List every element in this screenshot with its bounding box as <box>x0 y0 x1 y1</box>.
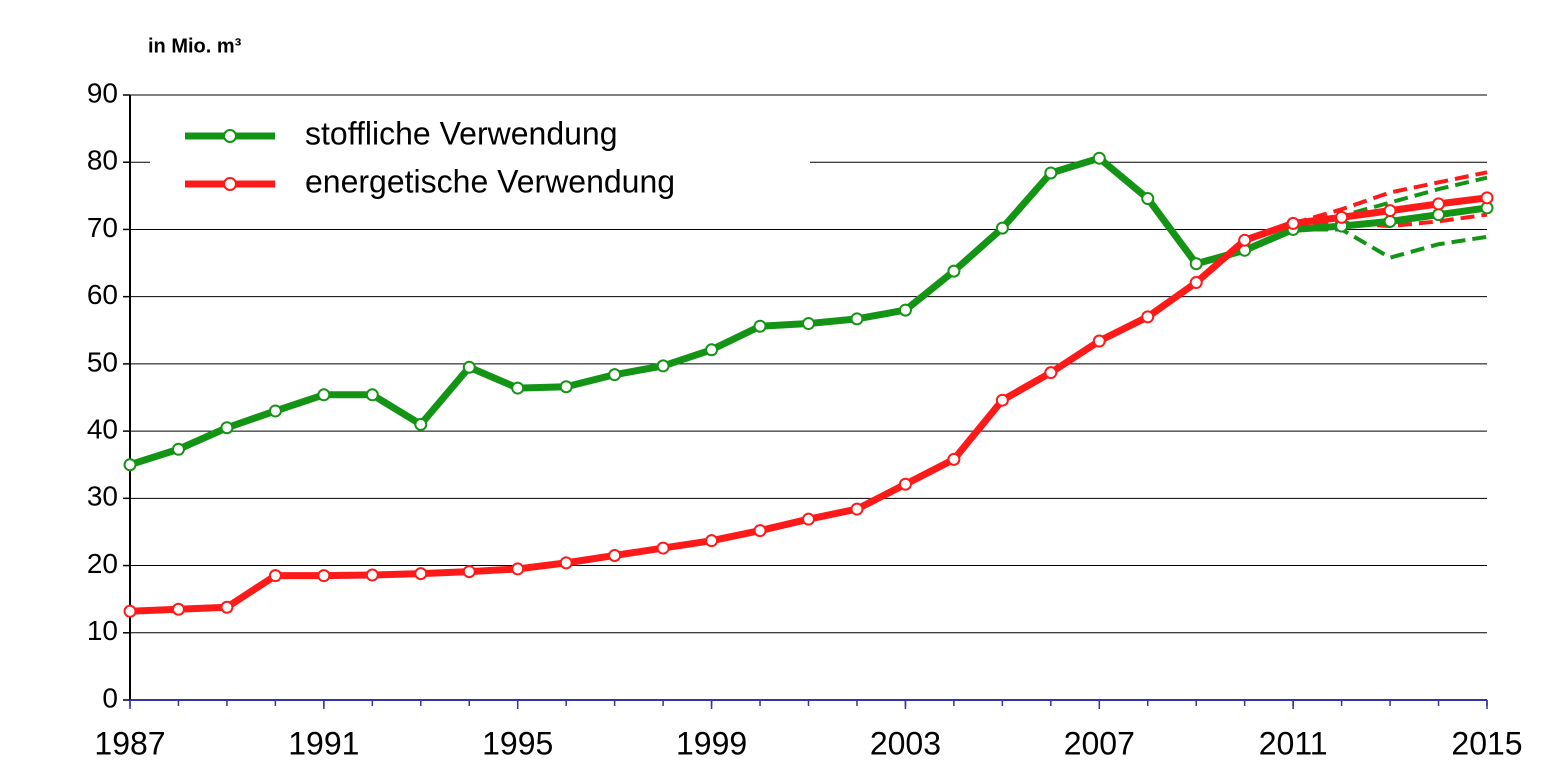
x-tick-label: 2011 <box>1259 725 1328 761</box>
series-line <box>129 194 1488 615</box>
marker <box>1286 216 1300 230</box>
x-tick-label: 2003 <box>870 725 941 761</box>
y-tick-label: 10 <box>87 615 118 646</box>
marker <box>1432 197 1446 211</box>
legend-box <box>150 112 810 212</box>
y-tick-label: 60 <box>87 279 118 310</box>
x-tick-label: 2007 <box>1064 725 1135 761</box>
scenario-line <box>1292 170 1488 226</box>
marker <box>1189 257 1203 271</box>
marker <box>220 421 234 435</box>
marker <box>753 524 767 538</box>
marker <box>802 512 815 526</box>
marker <box>268 569 282 583</box>
legend-marker <box>223 177 237 191</box>
x-tick-label: 2015 <box>1451 725 1522 761</box>
x-tick-label: 1987 <box>94 725 165 761</box>
x-tick-label: 1999 <box>676 725 747 761</box>
marker <box>656 359 670 373</box>
marker <box>656 541 670 555</box>
marker <box>608 548 622 562</box>
marker <box>1383 214 1397 228</box>
marker <box>1432 208 1446 222</box>
marker <box>414 417 428 431</box>
marker <box>1189 276 1203 290</box>
scenario-line <box>1293 227 1488 260</box>
marker <box>1044 366 1058 380</box>
y-axis-label: in Mio. m³ <box>148 35 242 57</box>
marker <box>850 312 864 326</box>
marker <box>1480 191 1494 205</box>
marker <box>1092 334 1106 348</box>
marker <box>1335 210 1349 224</box>
marker <box>268 404 282 418</box>
marker <box>462 360 476 374</box>
marker <box>898 303 912 317</box>
marker <box>171 442 185 456</box>
y-tick-label: 30 <box>87 481 118 512</box>
marker <box>1044 166 1058 180</box>
legend-marker <box>223 129 237 143</box>
marker <box>365 568 379 582</box>
legend-label: energetische Verwendung <box>305 163 675 199</box>
marker <box>995 393 1009 407</box>
marker <box>462 565 476 579</box>
marker <box>559 380 573 394</box>
marker <box>995 221 1009 235</box>
marker <box>1141 192 1155 206</box>
marker <box>802 317 815 331</box>
marker <box>511 562 525 576</box>
marker <box>753 319 767 333</box>
marker <box>414 567 428 581</box>
marker <box>1238 233 1252 247</box>
marker <box>220 600 234 614</box>
marker <box>947 264 961 278</box>
y-tick-label: 50 <box>87 346 118 377</box>
legend-label: stoffliche Verwendung <box>305 115 618 151</box>
marker <box>1141 310 1155 324</box>
y-tick-label: 80 <box>87 145 118 176</box>
marker <box>511 381 525 395</box>
marker <box>947 452 961 466</box>
marker <box>123 458 137 472</box>
marker <box>559 556 573 570</box>
marker <box>123 604 137 618</box>
marker <box>705 343 719 357</box>
x-tick-label: 1995 <box>482 725 553 761</box>
marker <box>171 602 185 616</box>
marker <box>1383 204 1397 218</box>
y-tick-label: 0 <box>102 682 118 713</box>
marker <box>1092 151 1106 165</box>
x-tick-label: 1991 <box>288 725 359 761</box>
marker <box>365 388 379 402</box>
marker <box>608 368 622 382</box>
marker <box>705 534 719 548</box>
marker <box>317 569 331 583</box>
y-tick-label: 40 <box>87 414 118 445</box>
marker <box>898 477 912 491</box>
marker <box>317 388 331 402</box>
y-tick-label: 90 <box>87 77 118 108</box>
y-tick-label: 20 <box>87 548 118 579</box>
marker <box>850 502 864 516</box>
y-tick-label: 70 <box>87 212 118 243</box>
